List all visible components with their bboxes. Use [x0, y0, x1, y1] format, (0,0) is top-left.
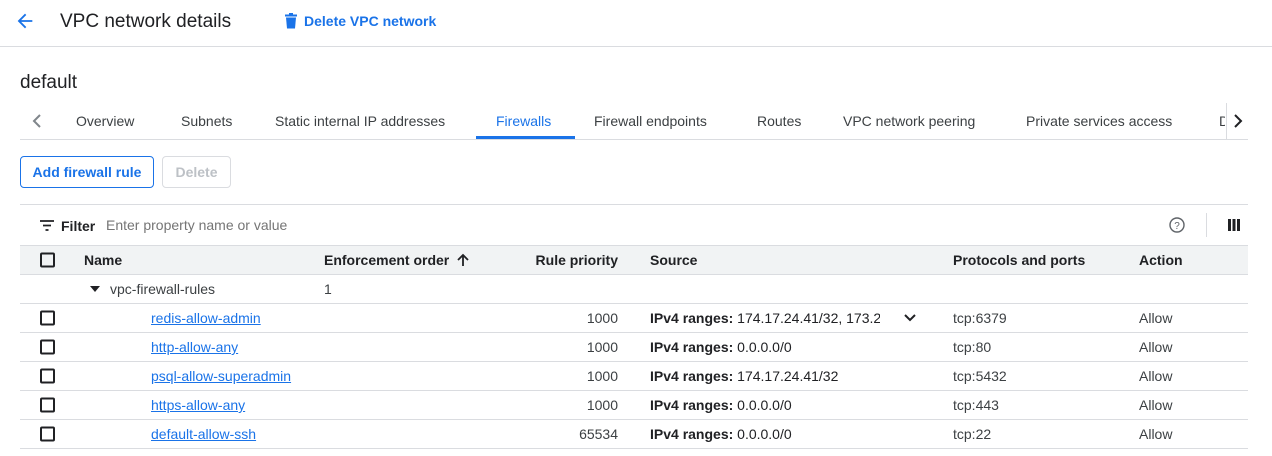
rule-protocols: tcp:443 [953, 397, 999, 413]
tab-firewalls[interactable]: Firewalls [496, 113, 552, 129]
tab-overview[interactable]: Overview [76, 113, 135, 129]
row-checkbox[interactable] [40, 339, 55, 355]
source-label: IPv4 ranges: [650, 310, 734, 326]
rule-priority: 1000 [586, 310, 618, 326]
rule-source: IPv4 ranges: 174.17.24.41/32 [650, 368, 880, 384]
table-row: default-allow-ssh 65534 IPv4 ranges: 0.0… [20, 420, 1248, 449]
col-enforcement-order[interactable]: Enforcement order [324, 252, 450, 268]
rule-source: IPv4 ranges: 0.0.0.0/0 [650, 426, 880, 442]
group-order: 1 [324, 281, 332, 297]
network-name: default [20, 72, 78, 93]
row-checkbox[interactable] [40, 426, 55, 442]
rule-priority: 1000 [586, 368, 618, 384]
filter-input[interactable] [106, 214, 506, 236]
filter-icon [40, 220, 54, 231]
rule-action: Allow [1139, 426, 1173, 442]
tab-bar: Overview Subnets Static internal IP addr… [20, 103, 1248, 140]
row-checkbox[interactable] [40, 397, 55, 413]
source-value: 174.17.24.41/32, 173.23 [737, 310, 880, 326]
rule-name-link[interactable]: redis-allow-admin [151, 310, 261, 326]
rule-name-link[interactable]: default-allow-ssh [151, 426, 257, 442]
tab-private-services-access[interactable]: Private services access [1026, 113, 1173, 129]
add-firewall-rule-button[interactable]: Add firewall rule [20, 156, 154, 188]
source-label: IPv4 ranges: [650, 397, 734, 413]
trash-icon [285, 13, 297, 29]
chevron-right-icon [1234, 114, 1243, 128]
row-checkbox[interactable] [40, 310, 55, 326]
source-value: 174.17.24.41/32 [737, 368, 839, 384]
active-tab-indicator [476, 136, 575, 139]
page-title: VPC network details [60, 11, 232, 32]
rule-source: IPv4 ranges: 0.0.0.0/0 [650, 397, 880, 413]
col-source[interactable]: Source [650, 252, 698, 268]
caret-down-icon[interactable] [90, 286, 100, 292]
tab-truncated[interactable]: D [1219, 113, 1225, 129]
rule-protocols: tcp:80 [953, 339, 992, 355]
tab-firewall-endpoints[interactable]: Firewall endpoints [594, 113, 707, 129]
table-row: http-allow-any 1000 IPv4 ranges: 0.0.0.0… [20, 333, 1248, 362]
tab-vpc-network-peering[interactable]: VPC network peering [843, 113, 976, 129]
tab-subnets[interactable]: Subnets [181, 113, 233, 129]
sort-ascending-icon[interactable] [456, 253, 470, 267]
svg-text:?: ? [1174, 221, 1180, 232]
rule-action: Allow [1139, 310, 1173, 326]
source-label: IPv4 ranges: [650, 339, 734, 355]
row-checkbox[interactable] [40, 368, 55, 384]
source-value: 0.0.0.0/0 [737, 397, 792, 413]
table-row: psql-allow-superadmin 1000 IPv4 ranges: … [20, 362, 1248, 391]
filter-bar: Filter ? [20, 204, 1248, 246]
tab-routes[interactable]: Routes [757, 113, 802, 129]
rule-priority: 1000 [586, 397, 618, 413]
rule-name-link[interactable]: https-allow-any [151, 397, 246, 413]
rule-name-link[interactable]: http-allow-any [151, 339, 239, 355]
rule-priority: 1000 [586, 339, 618, 355]
rule-source: IPv4 ranges: 174.17.24.41/32, 173.23 [650, 310, 880, 326]
group-row[interactable]: vpc-firewall-rules 1 [20, 275, 1248, 304]
col-name[interactable]: Name [84, 252, 123, 268]
rule-priority: 65534 [579, 426, 618, 442]
group-name: vpc-firewall-rules [110, 281, 216, 297]
tab-static-internal-ip[interactable]: Static internal IP addresses [275, 113, 446, 129]
source-label: IPv4 ranges: [650, 368, 734, 384]
table-row: https-allow-any 1000 IPv4 ranges: 0.0.0.… [20, 391, 1248, 420]
rule-action: Allow [1139, 368, 1173, 384]
column-display-icon[interactable] [1228, 219, 1240, 231]
source-value: 0.0.0.0/0 [737, 426, 792, 442]
top-bar: VPC network details Delete VPC network [0, 0, 1272, 47]
rule-name-link[interactable]: psql-allow-superadmin [151, 368, 292, 384]
source-label: IPv4 ranges: [650, 426, 734, 442]
rule-action: Allow [1139, 339, 1173, 355]
table-header: Name Enforcement order Rule priority Sou… [20, 245, 1248, 275]
filter-label: Filter [61, 218, 96, 234]
rule-protocols: tcp:6379 [953, 310, 1007, 326]
col-protocols[interactable]: Protocols and ports [953, 252, 1086, 268]
rule-action: Allow [1139, 397, 1173, 413]
help-icon[interactable]: ? [1169, 217, 1185, 233]
delete-button[interactable]: Delete [162, 156, 231, 188]
select-all-checkbox[interactable] [40, 252, 55, 268]
table-row: redis-allow-admin 1000 IPv4 ranges: 174.… [20, 304, 1248, 333]
source-value: 0.0.0.0/0 [737, 339, 792, 355]
rule-protocols: tcp:22 [953, 426, 992, 442]
delete-vpc-label: Delete VPC network [304, 13, 437, 29]
rule-source: IPv4 ranges: 0.0.0.0/0 [650, 339, 880, 355]
col-rule-priority[interactable]: Rule priority [535, 252, 618, 268]
expand-source-icon[interactable] [904, 314, 916, 322]
chevron-left-icon[interactable] [32, 114, 42, 128]
divider [1206, 213, 1207, 237]
back-arrow-icon[interactable] [14, 10, 36, 32]
rule-protocols: tcp:5432 [953, 368, 1007, 384]
delete-vpc-button[interactable]: Delete VPC network [284, 13, 436, 29]
col-action[interactable]: Action [1139, 252, 1183, 268]
scroll-right-button[interactable] [1226, 103, 1248, 139]
